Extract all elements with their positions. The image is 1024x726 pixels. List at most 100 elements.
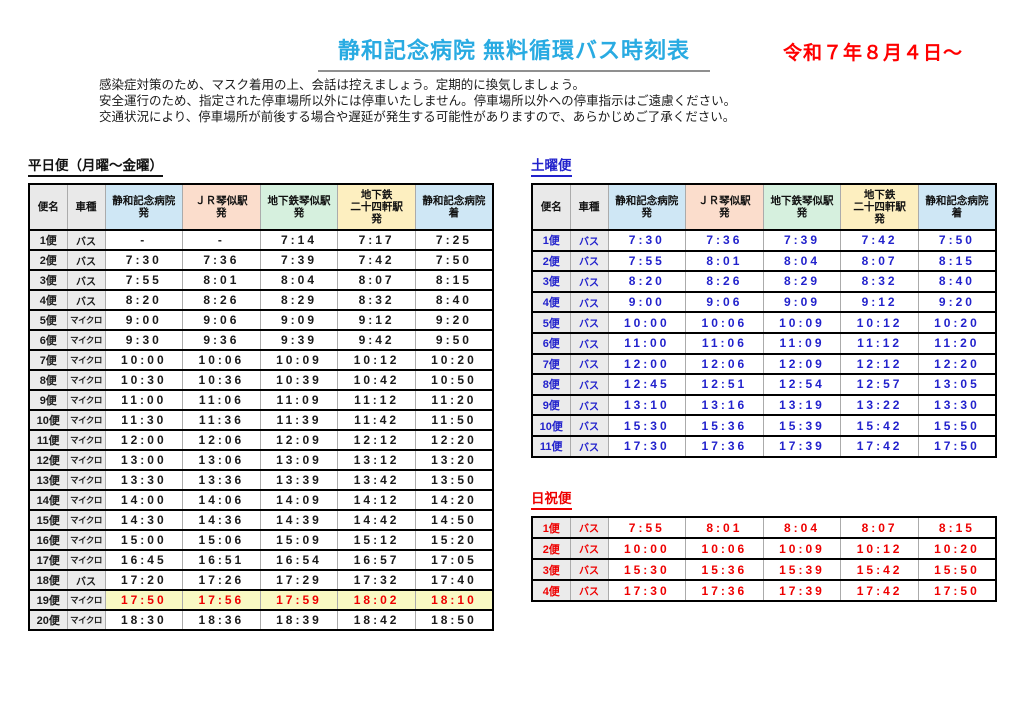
time-cell: 13:12 [337, 449, 416, 471]
time-cell: 9:00 [607, 290, 687, 314]
time-cell: 9:39 [259, 329, 339, 351]
time-cell: 13:16 [685, 393, 764, 417]
time-cell: 11:39 [259, 409, 339, 431]
vehicle-type-cell: マイクロ [66, 349, 106, 371]
service-number-cell: 11便 [531, 434, 571, 458]
time-cell: 8:07 [337, 269, 416, 291]
vehicle-type-cell: マイクロ [66, 589, 106, 611]
time-cell: 9:12 [840, 290, 919, 314]
time-cell: 11:06 [685, 331, 764, 355]
time-cell: 12:20 [917, 352, 997, 376]
time-cell: 8:07 [840, 249, 919, 273]
service-number-cell: 13便 [28, 469, 68, 491]
time-cell: 10:39 [259, 369, 339, 391]
time-cell: 12:00 [607, 352, 687, 376]
service-number-cell: 4便 [531, 290, 571, 314]
saturday-section: 土曜便 便名 車種 静和記念病院 発 ＪＲ琴似駅 発地下鉄琴似駅 発地下鉄 二十四軒駅… [531, 154, 997, 458]
vehicle-type-cell: バス [66, 269, 106, 291]
effective-date: 令和７年８月４日～ [783, 43, 964, 64]
time-cell: 15:00 [104, 529, 184, 551]
page-title: 静和記念病院 無料循環バス時刻表 [318, 33, 710, 72]
vehicle-type-cell: バス [569, 311, 609, 334]
column-header: 静和記念病院 着 [917, 183, 997, 231]
time-cell: 8:40 [917, 270, 997, 293]
time-cell: 11:12 [840, 331, 919, 355]
time-cell: 15:42 [840, 414, 919, 437]
time-cell: 7:17 [337, 229, 416, 251]
time-cell: 10:00 [607, 537, 687, 560]
time-cell: 8:26 [685, 270, 764, 293]
timetable: 便名 車種 静和記念病院 発 ＪＲ琴似駅 発地下鉄琴似駅 発地下鉄 二十四軒駅 発静和… [531, 183, 997, 458]
vehicle-type-cell: マイクロ [66, 409, 106, 431]
time-cell: 15:50 [917, 558, 997, 581]
time-cell: 12:51 [685, 373, 764, 396]
service-number-cell: 6便 [28, 329, 68, 351]
notice-line-3: 交通状況により、停車場所が前後する場合や遅延が発生する可能性がありますので、あら… [99, 109, 736, 124]
service-number-cell: 5便 [531, 311, 571, 334]
time-cell: 13:22 [840, 393, 919, 417]
service-number-cell: 16便 [28, 529, 68, 551]
time-cell: 15:39 [762, 558, 842, 581]
time-cell: 9:06 [685, 290, 764, 314]
time-cell: 8:26 [182, 289, 261, 311]
time-cell: 17:56 [182, 589, 261, 611]
time-cell: 10:00 [607, 311, 687, 334]
time-cell: 14:20 [414, 489, 494, 511]
service-number-cell: 3便 [28, 269, 68, 291]
service-number-cell: 12便 [28, 449, 68, 471]
vehicle-type-cell: マイクロ [66, 469, 106, 491]
time-cell: 10:30 [104, 369, 184, 391]
table-row: 15便 マイクロ 14:30 14:36 14:39 14:42 14:50 [28, 509, 494, 531]
header-row: 便名 車種 静和記念病院 発 ＪＲ琴似駅 発地下鉄琴似駅 発地下鉄 二十四軒駅 発静和… [28, 183, 494, 231]
timetable: 1便 バス 7:55 8:01 8:04 8:07 8:15 2便 バス 10:00 10:06 10… [531, 516, 997, 602]
service-number-cell: 1便 [28, 229, 68, 251]
header-row: 便名 車種 静和記念病院 発 ＪＲ琴似駅 発地下鉄琴似駅 発地下鉄 二十四軒駅 発静和… [531, 183, 997, 231]
time-cell: 13:36 [182, 469, 261, 491]
time-cell: 7:42 [337, 249, 416, 271]
time-cell: 17:40 [414, 569, 494, 591]
table-row: 1便 バス 7:30 7:36 7:39 7:42 7:50 [531, 229, 997, 252]
time-cell: 18:42 [337, 609, 416, 631]
time-cell: 10:36 [182, 369, 261, 391]
vehicle-type-cell: マイクロ [66, 529, 106, 551]
time-cell: 9:20 [414, 309, 494, 331]
time-cell: 10:50 [414, 369, 494, 391]
holiday-section: 日祝便 1便 バス 7:55 8:01 8:04 8:07 8:15 2便 バス 10:00 10:… [531, 487, 997, 602]
time-cell: 8:15 [917, 516, 997, 539]
table-row: 10便 バス 15:30 15:36 15:39 15:42 15:50 [531, 414, 997, 437]
vehicle-type-cell: マイクロ [66, 389, 106, 411]
time-cell: 12:45 [607, 373, 687, 396]
time-cell: 12:06 [685, 352, 764, 376]
time-cell: 17:30 [607, 579, 687, 602]
time-cell: 12:06 [182, 429, 261, 451]
time-cell: 15:12 [337, 529, 416, 551]
table-row: 11便 マイクロ 12:00 12:06 12:09 12:12 12:20 [28, 429, 494, 451]
time-cell: 11:12 [337, 389, 416, 411]
time-cell: 11:42 [337, 409, 416, 431]
table-row: 2便 バス 10:00 10:06 10:09 10:12 10:20 [531, 537, 997, 560]
vehicle-type-cell: マイクロ [66, 449, 106, 471]
table-row: 19便 マイクロ 17:50 17:56 17:59 18:02 18:10 [28, 589, 494, 611]
table-row: 14便 マイクロ 14:00 14:06 14:09 14:12 14:20 [28, 489, 494, 511]
table-row: 8便 バス 12:45 12:51 12:54 12:57 13:05 [531, 373, 997, 396]
time-cell: 12:00 [104, 429, 184, 451]
table-row: 17便 マイクロ 16:45 16:51 16:54 16:57 17:05 [28, 549, 494, 571]
time-cell: 14:06 [182, 489, 261, 511]
table-row: 11便 バス 17:30 17:36 17:39 17:42 17:50 [531, 434, 997, 458]
time-cell: 7:30 [104, 249, 184, 271]
service-number-cell: 1便 [531, 516, 571, 539]
time-cell: 11:30 [104, 409, 184, 431]
vehicle-type-cell: マイクロ [66, 609, 106, 631]
time-cell: - [104, 229, 184, 251]
time-cell: 10:00 [104, 349, 184, 371]
time-cell: 10:42 [337, 369, 416, 391]
time-cell: 17:50 [917, 434, 997, 458]
table-row: 9便 バス 13:10 13:16 13:19 13:22 13:30 [531, 393, 997, 417]
table-row: 5便 バス 10:00 10:06 10:09 10:12 10:20 [531, 311, 997, 334]
time-cell: 15:20 [414, 529, 494, 551]
table-row: 1便 バス - -7:14 7:17 7:25 [28, 229, 494, 251]
time-cell: 14:50 [414, 509, 494, 531]
vehicle-type-cell: マイクロ [66, 309, 106, 331]
time-cell: 11:36 [182, 409, 261, 431]
time-cell: 10:09 [762, 311, 842, 334]
